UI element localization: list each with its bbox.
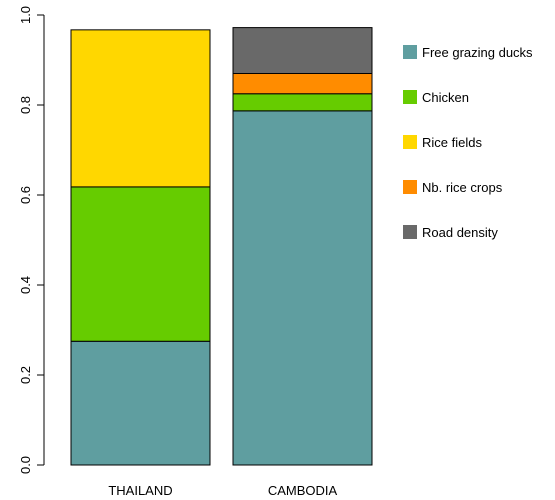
legend-swatch <box>403 135 417 149</box>
bar-segment-thailand-chicken <box>70 186 211 342</box>
bar-segment-cambodia-free-grazing-ducks <box>232 110 373 466</box>
y-tick-label: 0.4 <box>18 276 33 294</box>
legend: Free grazing ducks Chicken Rice fields Nb. … <box>403 45 533 240</box>
bar-segment-cambodia-chicken <box>232 93 373 112</box>
y-tick-label: 0.6 <box>18 186 33 204</box>
bar-segment-cambodia-nb-rice-crops <box>232 73 373 95</box>
y-axis: 0.0 0.2 0.4 0.6 0.8 1.0 <box>18 6 45 474</box>
legend-label: Chicken <box>422 90 469 105</box>
legend-label: Rice fields <box>422 135 482 150</box>
y-tick-label: 1.0 <box>18 6 33 24</box>
y-tick-label: 0.2 <box>18 366 33 384</box>
y-tick-label: 0.0 <box>18 456 33 474</box>
legend-swatch <box>403 45 417 59</box>
legend-swatch <box>403 180 417 194</box>
legend-label: Road density <box>422 225 498 240</box>
x-axis-labels: THAILAND CAMBODIA <box>108 483 337 498</box>
bar-segment-thailand-free-grazing-ducks <box>70 340 211 466</box>
bar-segment-cambodia-road-density <box>232 27 373 75</box>
bars <box>70 27 373 466</box>
legend-swatch <box>403 90 417 104</box>
legend-swatch <box>403 225 417 239</box>
legend-label: Free grazing ducks <box>422 45 533 60</box>
category-label-cambodia: CAMBODIA <box>268 483 338 498</box>
bar-segment-thailand-rice-fields <box>70 29 211 188</box>
category-label-thailand: THAILAND <box>108 483 172 498</box>
y-tick-label: 0.8 <box>18 96 33 114</box>
legend-label: Nb. rice crops <box>422 180 503 195</box>
